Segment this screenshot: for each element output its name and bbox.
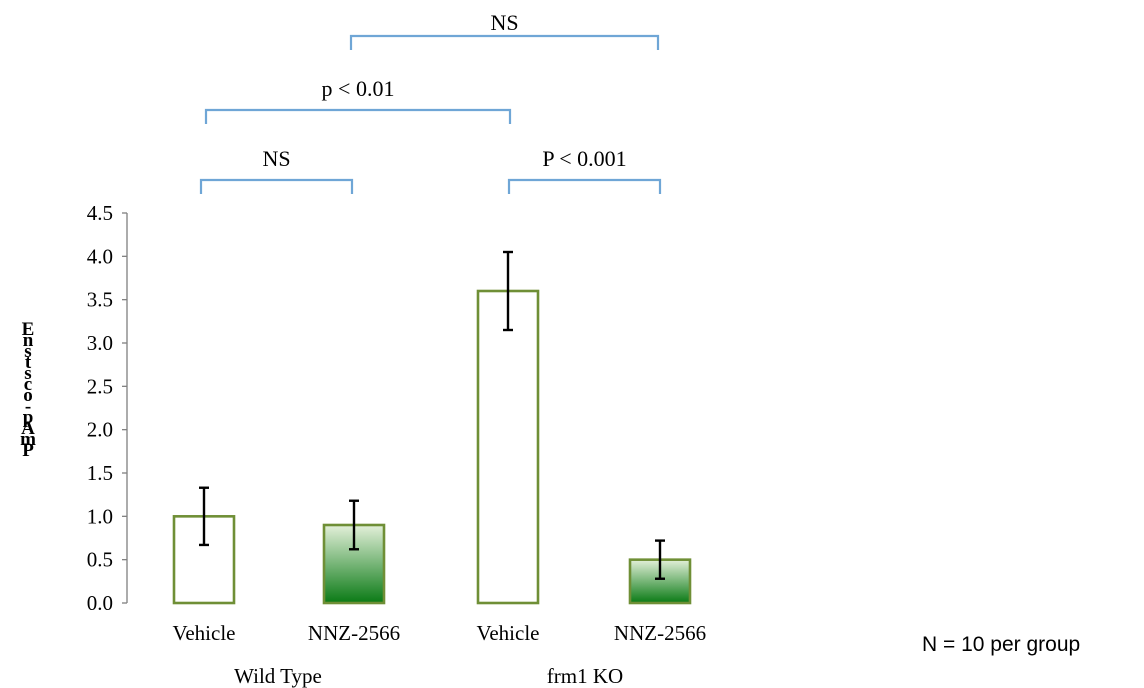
x-group-label: frm1 KO: [547, 664, 623, 688]
y-tick-label: 2.0: [87, 418, 113, 442]
significance-bracket: P < 0.001: [507, 146, 662, 194]
significance-label: P < 0.001: [542, 146, 626, 171]
y-tick-label: 4.5: [87, 201, 113, 225]
y-tick-label: 0.5: [87, 548, 113, 572]
significance-bracket: p < 0.01: [204, 76, 512, 124]
y-tick-label: 0.0: [87, 591, 113, 615]
error-bar-3: [655, 539, 665, 580]
significance-label: NS: [490, 10, 518, 35]
sample-size-note: N = 10 per group: [922, 633, 1080, 656]
y-tick-label: 1.5: [87, 461, 113, 485]
y-tick-label: 1.0: [87, 504, 113, 528]
significance-bracket: NS: [349, 10, 660, 50]
y-tick-label: 4.0: [87, 244, 113, 268]
x-category-label: Vehicle: [173, 621, 236, 645]
y-tick-label: 2.5: [87, 374, 113, 398]
x-category-label: NNZ-2566: [308, 621, 400, 645]
x-group-label: Wild Type: [234, 664, 322, 688]
error-bar-2: [503, 250, 513, 332]
significance-bracket: NS: [199, 146, 354, 194]
significance-label: NS: [262, 146, 290, 171]
bar-2: [476, 289, 540, 605]
y-tick-label: 3.5: [87, 288, 113, 312]
x-category-label: Vehicle: [477, 621, 540, 645]
x-category-label: NNZ-2566: [614, 621, 706, 645]
y-tick-label: 3.0: [87, 331, 113, 355]
error-bar-0: [199, 486, 209, 547]
error-bar-1: [349, 499, 359, 551]
significance-label: p < 0.01: [322, 76, 395, 101]
